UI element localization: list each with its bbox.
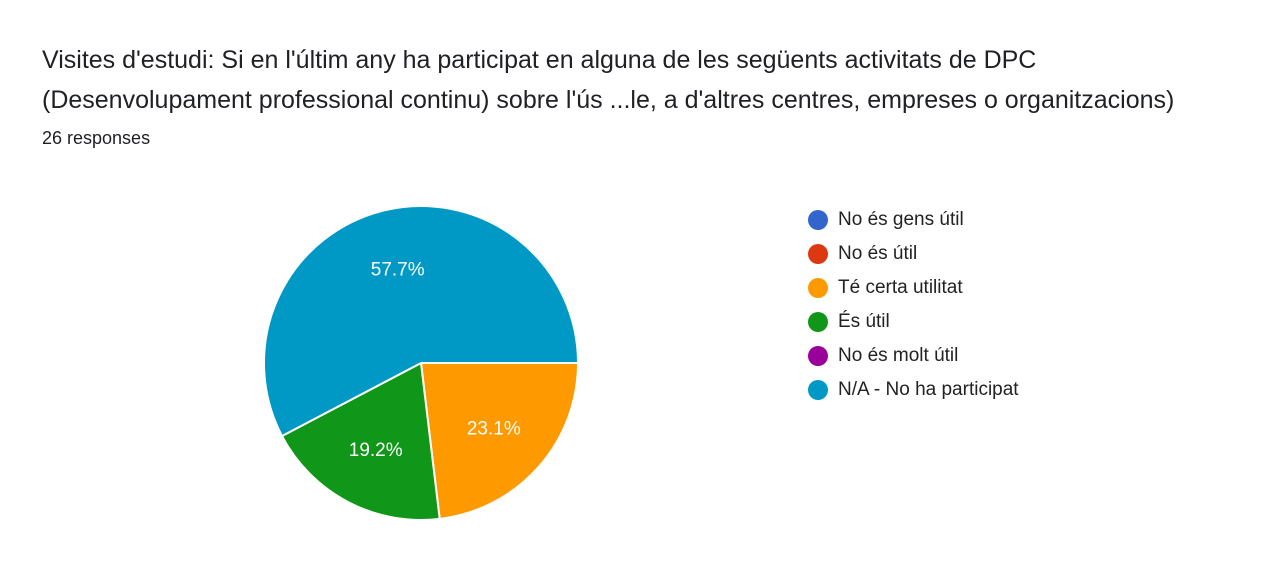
legend-label: Té certa utilitat (838, 277, 963, 298)
chart-title-line-1: Visites d'estudi: Si en l'últim any ha p… (42, 46, 1037, 74)
pie-slice-n-a-no-ha-participat[interactable] (263, 205, 580, 438)
legend-item-no-es-gens-util[interactable]: No és gens útil (808, 203, 1019, 237)
legend-swatch (808, 210, 828, 230)
legend-label: No és gens útil (838, 209, 964, 230)
legend-label: N/A - No ha participat (838, 379, 1019, 400)
pie-slice-te-certa-utilitat[interactable] (419, 362, 580, 520)
legend-label: No és molt útil (838, 345, 959, 366)
legend-label: No és útil (838, 243, 918, 264)
chart-legend: No és gens útil No és útil Té certa utilit… (808, 203, 1019, 407)
legend-swatch (808, 380, 828, 400)
legend-swatch (808, 278, 828, 298)
legend-item-es-util[interactable]: És útil (808, 305, 1019, 339)
legend-swatch (808, 346, 828, 366)
chart-title-line-2: (Desenvolupament professional continu) s… (42, 86, 1175, 114)
response-count: 26 responses (42, 128, 151, 148)
legend-swatch (808, 312, 828, 332)
pie-data-label-es-util: 19.2% (349, 440, 403, 461)
pie-slice-es-util[interactable] (280, 361, 441, 521)
legend-item-n-a-no-ha-participat[interactable]: N/A - No ha participat (808, 373, 1019, 407)
pie-data-label-n-a-no-ha-participat: 57.7% (371, 260, 425, 281)
legend-label: És útil (838, 311, 890, 332)
legend-item-no-es-molt-util[interactable]: No és molt útil (808, 339, 1019, 373)
legend-swatch (808, 244, 828, 264)
pie-data-label-te-certa-utilitat: 23.1% (467, 419, 521, 440)
chart-title: Visites d'estudi: Si en l'últim any ha p… (42, 40, 1262, 120)
legend-item-no-es-util[interactable]: No és útil (808, 237, 1019, 271)
legend-item-te-certa-utilitat[interactable]: Té certa utilitat (808, 271, 1019, 305)
